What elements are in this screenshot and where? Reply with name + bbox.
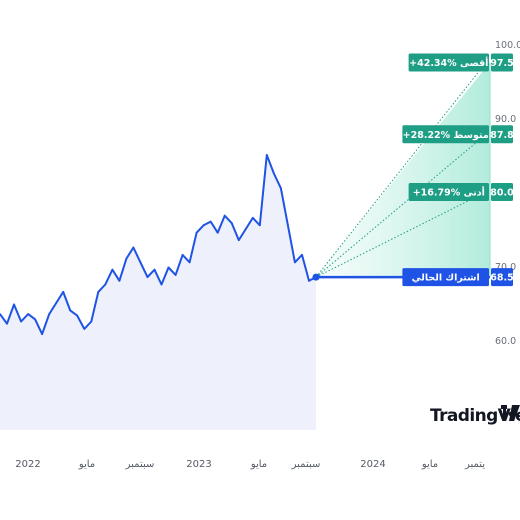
price-point	[118, 279, 121, 282]
forecast-target-box-label: +42.34% أقصى	[409, 56, 488, 69]
logo-mark-icon	[501, 405, 520, 421]
price-point	[62, 291, 65, 293]
price-point	[76, 314, 79, 317]
forecast-target-box: 80.0 +16.79% أدنى	[408, 183, 514, 201]
price-point	[272, 172, 275, 175]
forecast-target-line	[315, 62, 487, 278]
price-point	[160, 283, 163, 286]
price-point	[181, 254, 184, 256]
price-point	[104, 283, 107, 286]
price-point	[188, 261, 191, 264]
forecast-target-box-label: +28.22% متوسط	[403, 130, 489, 141]
price-point	[230, 222, 233, 224]
price-area	[0, 155, 316, 430]
price-point	[97, 291, 100, 293]
price-point	[55, 302, 58, 304]
price-point	[308, 279, 310, 282]
forecast-target-line	[315, 191, 487, 278]
price-point	[301, 254, 303, 256]
forecast-target-box-label-chip	[408, 53, 489, 72]
forecast-target-box: 97.5+42.34% أقصى	[408, 53, 514, 72]
price-point	[209, 220, 212, 223]
price-point	[13, 303, 15, 306]
current-value-box-label: اشتراك الحالي	[412, 273, 480, 284]
current-value-box-label-chip	[402, 268, 489, 287]
price-point	[20, 320, 22, 323]
forecast-target-box-value: 80.0	[490, 188, 514, 199]
price-point	[139, 261, 142, 264]
price-line	[0, 154, 317, 336]
forecast-target-box-value: 97.5	[490, 58, 513, 69]
price-point	[6, 322, 8, 325]
forecast-target-box-value-chip	[491, 53, 513, 72]
price-point	[111, 268, 114, 271]
current-value-box-value-chip	[491, 268, 513, 287]
x-tick-label: مايو	[78, 459, 95, 470]
price-point	[34, 318, 37, 321]
price-point	[216, 231, 219, 234]
price-point	[167, 266, 170, 269]
forecast-target-box: 87.8+28.22% متوسط	[402, 125, 514, 144]
x-tick-label: سبتمبر	[125, 459, 155, 470]
current-value-box-value: 68.5	[490, 273, 513, 284]
tradingview-logo: TradingView	[430, 405, 520, 426]
price-point	[0, 313, 1, 315]
current-value-box: 68.5 اشتراك الحالي	[402, 268, 514, 287]
price-point	[244, 228, 247, 230]
price-point	[258, 224, 261, 227]
forecast-target-box-label-chip	[402, 125, 489, 144]
forecast-target-box-label: +16.79% أدنى	[413, 186, 485, 199]
forecast-range-fill	[316, 62, 490, 278]
x-tick-label: يتمبر	[464, 459, 485, 470]
price-point	[195, 231, 198, 234]
forecast-target-box-value-chip	[491, 125, 513, 144]
x-tick-label: 2024	[360, 459, 385, 470]
price-point	[69, 309, 72, 312]
price-point	[287, 224, 289, 227]
y-tick-label: 60.0	[495, 336, 516, 347]
price-point	[125, 257, 128, 260]
x-tick-label: مايو	[250, 459, 267, 470]
price-point	[41, 333, 44, 335]
price-point	[132, 246, 135, 249]
price-point	[27, 313, 29, 315]
price-point	[251, 217, 254, 219]
price-point	[237, 239, 240, 242]
price-point	[90, 320, 93, 323]
price-point	[223, 214, 226, 217]
price-point	[153, 268, 156, 271]
price-point	[146, 276, 149, 278]
y-tick-label: 70.0	[495, 262, 516, 273]
y-tick-label: 90.0	[495, 114, 516, 125]
x-tick-label: 2023	[186, 459, 211, 470]
forecast-target-box-label-chip	[408, 183, 489, 201]
y-tick-label: 100.0	[495, 40, 520, 51]
x-tick-label: سبتمبر	[291, 459, 321, 470]
x-tick-label: مايو	[421, 459, 438, 470]
price-point	[174, 273, 177, 276]
price-point	[83, 328, 86, 330]
price-point	[294, 261, 296, 264]
forecast-target-box-value-chip	[491, 183, 513, 201]
price-point	[265, 154, 268, 156]
forecast-target-box-value: 87.8	[490, 130, 514, 141]
price-point	[202, 224, 205, 227]
x-tick-label: 2022	[15, 459, 40, 470]
price-point	[279, 187, 282, 190]
price-point	[48, 313, 51, 315]
last-price-marker	[312, 273, 320, 281]
logo-text: TradingView	[430, 406, 520, 426]
